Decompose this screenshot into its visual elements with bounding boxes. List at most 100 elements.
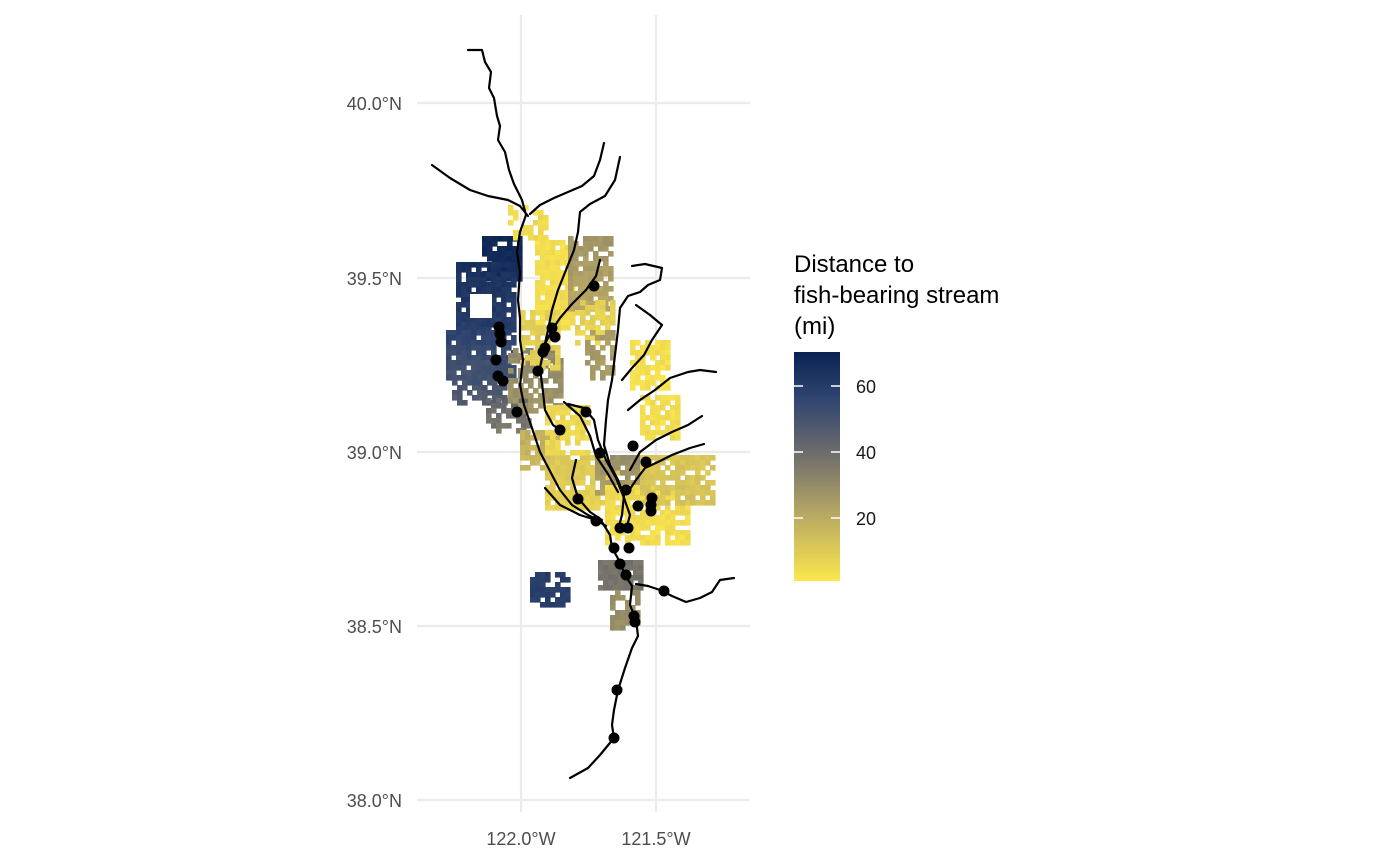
raster-cell — [508, 358, 514, 364]
raster-cell — [540, 300, 546, 306]
raster-cell — [610, 355, 616, 361]
raster-cell — [550, 490, 556, 496]
raster-cell — [555, 265, 561, 271]
raster-cell — [526, 423, 532, 429]
raster-cell — [476, 267, 482, 273]
raster-cell — [511, 262, 517, 268]
raster-cell — [700, 465, 706, 471]
raster-cell — [665, 385, 671, 391]
raster-cell — [610, 490, 616, 496]
raster-cell — [570, 310, 576, 316]
raster-cell — [568, 291, 574, 297]
raster-cell — [660, 515, 666, 521]
raster-cell — [550, 270, 556, 276]
raster-cell — [655, 405, 661, 411]
raster-cell — [630, 375, 636, 381]
raster-cell — [580, 460, 586, 466]
raster-cell — [496, 307, 502, 313]
raster-cell — [496, 418, 502, 424]
y-tick-label: 39.0°N — [347, 443, 402, 463]
raster-cell — [585, 465, 591, 471]
raster-cell — [555, 360, 561, 366]
raster-cell — [645, 395, 651, 401]
raster-cell — [550, 265, 556, 271]
raster-cell — [615, 590, 621, 596]
raster-cell — [580, 505, 586, 511]
raster-cell — [540, 360, 546, 366]
raster-cell — [535, 265, 541, 271]
raster-cell — [528, 408, 534, 414]
raster-cell — [600, 305, 606, 311]
raster-cell — [506, 272, 512, 278]
raster-cell — [575, 440, 581, 446]
raster-cell — [461, 322, 467, 328]
raster-cell — [603, 570, 609, 576]
raster-cell — [565, 470, 571, 476]
raster-cell — [578, 261, 584, 267]
raster-cell — [598, 266, 604, 272]
river-west-fork — [430, 163, 530, 218]
raster-cell — [593, 291, 599, 297]
raster-cell — [615, 510, 621, 516]
raster-cell — [502, 385, 508, 391]
raster-cell — [558, 388, 564, 394]
raster-cell — [501, 360, 507, 366]
site-point — [623, 542, 635, 554]
raster-cell — [481, 360, 487, 366]
raster-cell — [466, 282, 472, 288]
raster-cell — [540, 592, 546, 598]
raster-cell — [615, 610, 621, 616]
raster-cell — [660, 365, 666, 371]
raster-cell — [593, 266, 599, 272]
raster-cell — [603, 281, 609, 287]
raster-cell — [570, 320, 576, 326]
raster-cell — [608, 296, 614, 302]
raster-cell — [665, 365, 671, 371]
raster-cell — [665, 360, 671, 366]
raster-cell — [595, 310, 601, 316]
raster-cell — [640, 420, 646, 426]
raster-cell — [615, 615, 621, 621]
raster-cell — [466, 322, 472, 328]
raster-cell — [675, 490, 681, 496]
raster-cell — [461, 370, 467, 376]
raster-cell — [538, 225, 544, 231]
river-center-branch — [538, 155, 622, 432]
raster-cell — [543, 388, 549, 394]
raster-cell — [543, 220, 549, 226]
raster-cell — [476, 272, 482, 278]
raster-cell — [530, 597, 536, 603]
raster-cell — [466, 297, 472, 303]
raster-cell — [570, 500, 576, 506]
raster-cell — [675, 540, 681, 546]
raster-cell — [550, 280, 556, 286]
raster-cell — [700, 455, 706, 461]
raster-cell — [590, 375, 596, 381]
raster-cell — [573, 281, 579, 287]
raster-cell — [456, 345, 462, 351]
raster-cell — [675, 520, 681, 526]
raster-cell — [560, 577, 566, 583]
raster-cell — [481, 282, 487, 288]
raster-cell — [535, 577, 541, 583]
raster-cell — [650, 515, 656, 521]
raster-cell — [608, 276, 614, 282]
raster-cell — [540, 310, 546, 316]
raster-cell — [466, 345, 472, 351]
raster-cell — [512, 251, 518, 257]
raster-cell — [630, 350, 636, 356]
raster-cell — [670, 460, 676, 466]
raster-cell — [655, 535, 661, 541]
raster-cell — [695, 490, 701, 496]
raster-cell — [482, 375, 488, 381]
raster-cell — [613, 565, 619, 571]
raster-cell — [665, 350, 671, 356]
raster-cell — [580, 435, 586, 441]
raster-cell — [520, 340, 526, 346]
raster-cell — [583, 261, 589, 267]
raster-cell — [638, 570, 644, 576]
raster-cell — [630, 515, 636, 521]
raster-cell — [585, 455, 591, 461]
raster-cell — [506, 340, 512, 346]
site-point — [614, 522, 626, 534]
